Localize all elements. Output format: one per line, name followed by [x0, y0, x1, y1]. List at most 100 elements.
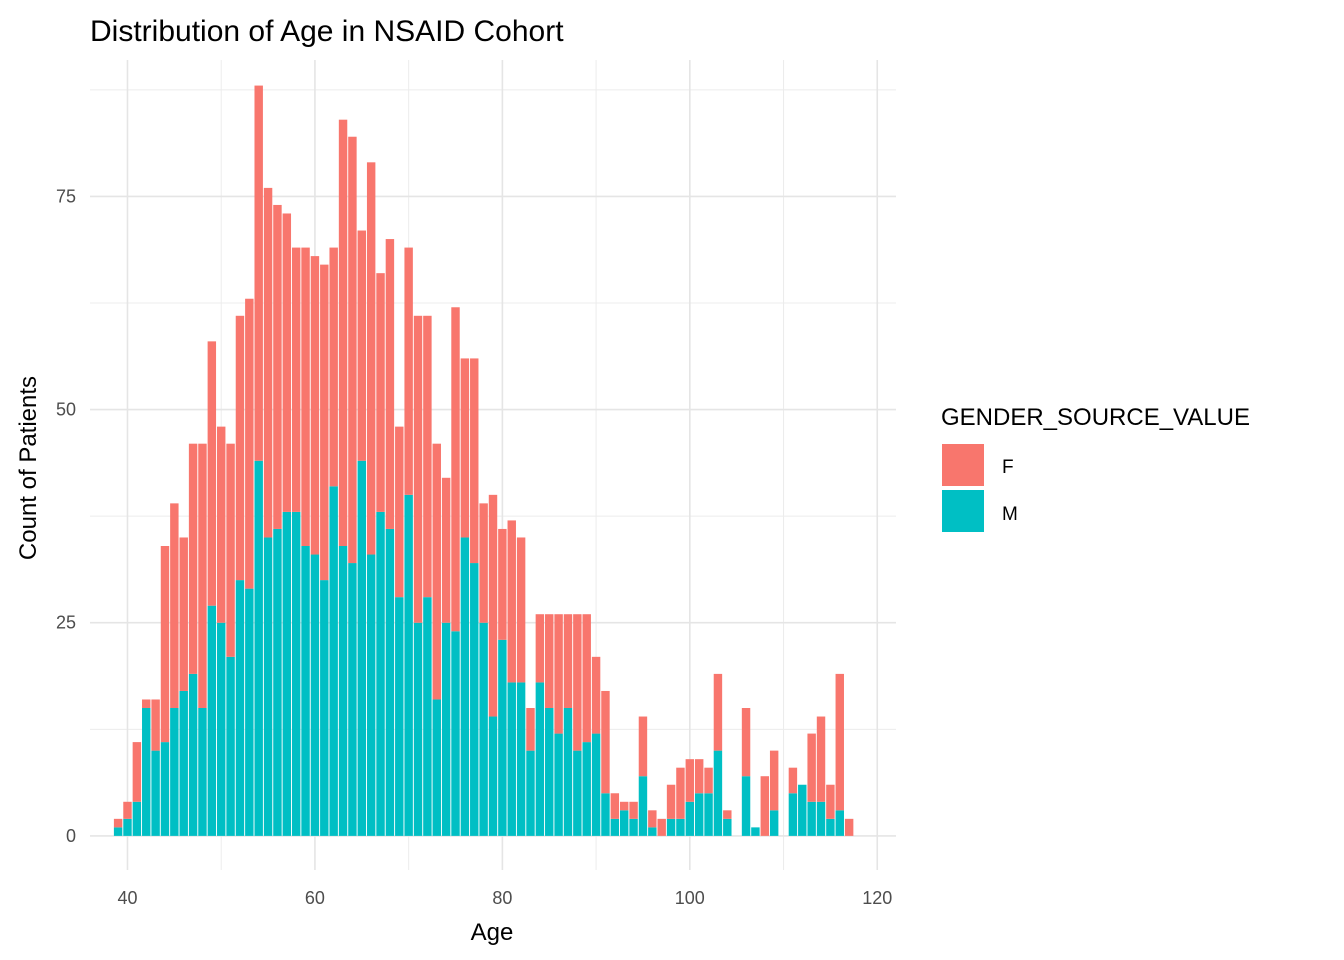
- bar-m-age-75: [451, 631, 460, 836]
- bar-f-age-111: [788, 767, 798, 794]
- bar-m-age-116: [835, 810, 844, 836]
- bar-f-age-78: [479, 503, 488, 623]
- bar-m-age-77: [470, 563, 479, 836]
- bar-f-age-72: [423, 315, 432, 598]
- bar-f-age-85: [545, 614, 554, 708]
- bar-m-age-78: [479, 622, 488, 836]
- bar-m-age-73: [432, 699, 441, 836]
- bar-f-age-48: [198, 443, 207, 708]
- bar-f-age-63: [338, 119, 348, 547]
- bar-f-age-83: [526, 708, 535, 751]
- bar-f-age-114: [816, 716, 826, 802]
- bar-m-age-56: [273, 528, 282, 836]
- bar-m-age-115: [826, 818, 835, 836]
- bar-f-age-99: [676, 767, 685, 819]
- bar-f-age-61: [320, 264, 329, 581]
- bar-f-age-90: [591, 656, 601, 734]
- y-tick-label: 25: [56, 613, 76, 633]
- y-axis-title: Count of Patients: [15, 376, 42, 560]
- bar-f-age-54: [254, 85, 263, 461]
- bar-m-age-61: [320, 580, 329, 836]
- bar-m-age-87: [563, 708, 573, 836]
- y-tick-label: 50: [56, 400, 76, 420]
- bar-m-age-69: [395, 597, 404, 836]
- bar-f-age-69: [395, 426, 404, 598]
- y-axis-ticks: 0 25 50 75: [56, 186, 76, 845]
- bar-m-age-52: [235, 580, 245, 836]
- bar-m-age-85: [545, 708, 554, 836]
- bar-m-age-72: [423, 597, 432, 836]
- bar-m-age-49: [207, 605, 217, 836]
- bar-f-age-116: [835, 673, 844, 811]
- x-tick-label: 120: [862, 888, 892, 908]
- bar-f-age-113: [807, 733, 816, 802]
- bar-m-age-47: [188, 673, 198, 836]
- chart-title: Distribution of Age in NSAID Cohort: [90, 15, 564, 48]
- bar-f-age-86: [554, 614, 563, 734]
- bar-m-age-51: [226, 656, 235, 836]
- x-tick-label: 40: [117, 888, 137, 908]
- bar-f-age-52: [235, 315, 245, 581]
- bar-m-age-44: [160, 742, 170, 836]
- bar-m-age-103: [713, 750, 723, 836]
- bar-m-age-50: [216, 622, 226, 836]
- bar-m-age-46: [179, 690, 188, 836]
- bar-m-age-76: [460, 537, 470, 836]
- bar-f-age-104: [723, 810, 732, 819]
- bar-f-age-65: [357, 230, 367, 461]
- bar-f-age-87: [563, 614, 573, 708]
- bar-f-age-98: [666, 784, 676, 819]
- bar-m-age-84: [535, 682, 545, 836]
- bar-m-age-96: [648, 827, 657, 836]
- bar-m-age-43: [151, 750, 160, 836]
- legend-title: GENDER_SOURCE_VALUE: [941, 404, 1250, 431]
- bar-m-age-90: [591, 733, 601, 836]
- bar-m-age-101: [694, 793, 704, 836]
- bar-f-age-84: [535, 614, 545, 683]
- bar-m-age-39: [113, 827, 123, 836]
- bar-m-age-53: [245, 588, 254, 836]
- bar-f-age-60: [310, 256, 320, 555]
- bar-m-age-83: [526, 750, 535, 836]
- bar-m-age-113: [807, 801, 816, 836]
- bar-m-age-88: [573, 750, 582, 836]
- legend-label-m: M: [1002, 504, 1018, 525]
- bar-m-age-68: [385, 528, 395, 836]
- bar-f-age-56: [273, 204, 282, 529]
- bar-m-age-63: [338, 546, 348, 836]
- bar-m-age-70: [404, 494, 413, 836]
- bar-m-age-92: [610, 818, 620, 836]
- x-tick-label: 80: [492, 888, 512, 908]
- bar-f-age-67: [376, 273, 385, 512]
- bar-f-age-81: [507, 520, 516, 683]
- bar-f-age-51: [226, 443, 235, 657]
- bar-f-age-50: [216, 426, 226, 623]
- bar-m-age-55: [263, 537, 273, 836]
- bar-m-age-71: [413, 622, 423, 836]
- bar-m-age-42: [142, 708, 151, 836]
- bar-m-age-59: [301, 546, 310, 836]
- bar-m-age-99: [676, 818, 685, 836]
- bar-f-age-101: [694, 759, 704, 794]
- y-tick-label: 75: [56, 186, 76, 206]
- x-axis-ticks: 40 60 80 100 120: [117, 888, 892, 908]
- bar-f-age-41: [132, 742, 142, 802]
- bar-f-age-80: [498, 528, 507, 640]
- bar-f-age-109: [769, 750, 779, 811]
- bar-f-age-62: [329, 247, 338, 487]
- x-tick-label: 100: [675, 888, 705, 908]
- bar-f-age-53: [245, 298, 254, 589]
- bar-m-age-93: [619, 810, 629, 836]
- bar-f-age-64: [348, 136, 357, 564]
- bar-f-age-95: [638, 716, 648, 777]
- bar-f-age-88: [573, 614, 582, 751]
- bar-f-age-42: [142, 699, 151, 708]
- bar-f-age-108: [760, 776, 770, 836]
- bar-f-age-59: [301, 247, 310, 546]
- bars: [113, 85, 854, 836]
- bar-f-age-97: [657, 818, 666, 836]
- bar-m-age-94: [629, 818, 638, 836]
- bar-m-age-86: [554, 733, 563, 836]
- x-tick-label: 60: [305, 888, 325, 908]
- bar-f-age-103: [713, 673, 723, 751]
